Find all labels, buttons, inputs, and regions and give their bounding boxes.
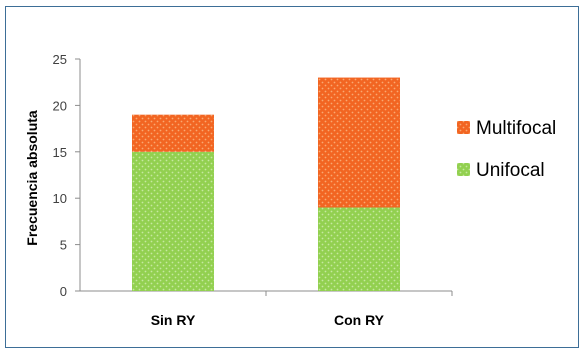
y-tick-label: 0 xyxy=(60,284,67,299)
legend-swatch-unifocal xyxy=(457,163,470,176)
y-tick-label: 25 xyxy=(53,52,67,67)
x-tick-label: Con RY xyxy=(334,312,385,328)
bars xyxy=(132,77,400,291)
legend-label-multifocal: Multifocal xyxy=(476,118,556,139)
bar-multifocal-sin-ry xyxy=(132,114,214,152)
y-tick-label: 10 xyxy=(53,191,67,206)
y-tick-label: 15 xyxy=(53,145,67,160)
bar-unifocal-con-ry xyxy=(318,207,400,291)
bar-unifocal-sin-ry xyxy=(132,151,214,291)
legend-swatch-multifocal xyxy=(457,121,470,134)
legend: Multifocal Unifocal xyxy=(457,118,556,181)
bar-multifocal-con-ry xyxy=(318,77,400,208)
y-tick-label: 5 xyxy=(60,238,67,253)
x-tick-label: Sin RY xyxy=(151,312,196,328)
legend-label-unifocal: Unifocal xyxy=(476,160,545,181)
y-tick-label: 20 xyxy=(53,98,67,113)
y-axis-label: Frecuencia absoluta xyxy=(24,110,40,246)
